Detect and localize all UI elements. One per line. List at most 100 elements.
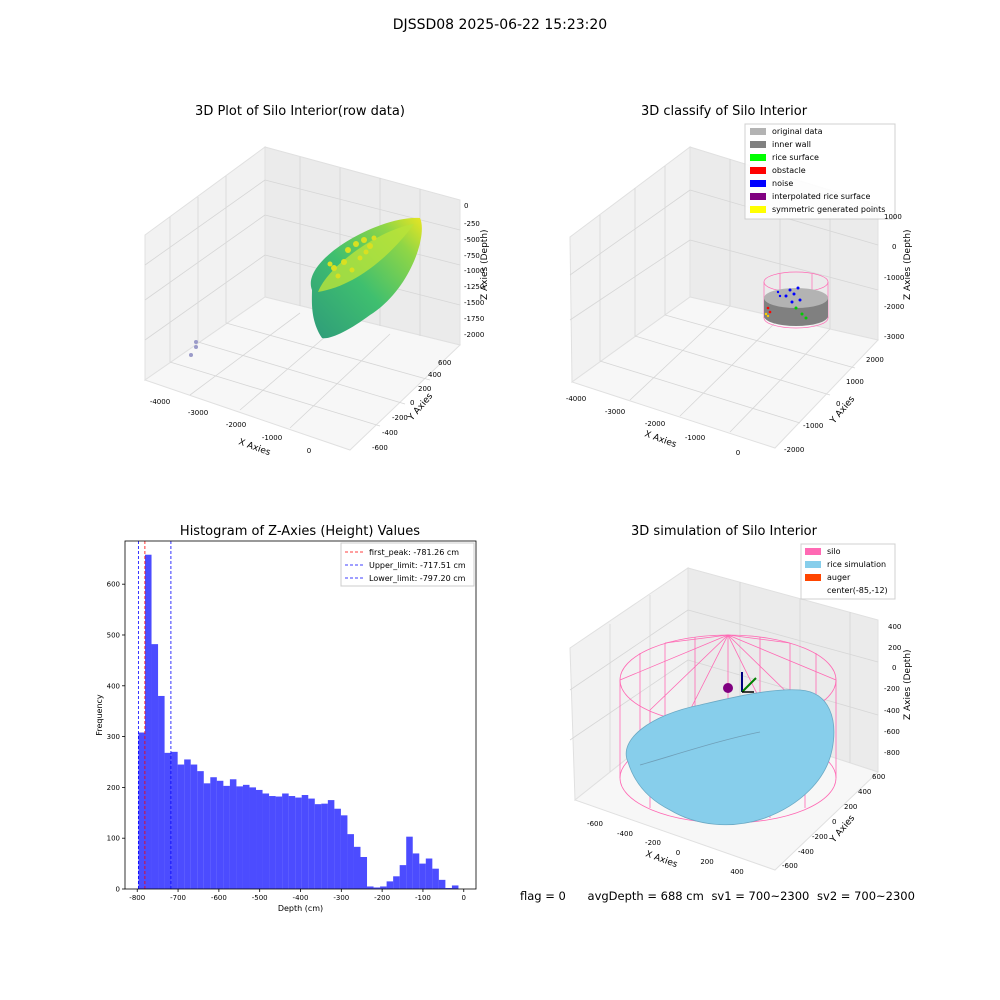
histogram-bars [138,554,459,889]
histogram-bar [177,764,185,889]
x-ticks: -4000 -3000 -2000 -1000 0 [566,395,740,457]
y-tick-label: 300 [107,733,120,741]
svg-text:-2000: -2000 [884,303,904,311]
histogram-bar [353,846,361,889]
legend-box [340,542,475,587]
classify-3d-plot: original data inner wall rice surface ob… [566,123,913,457]
legend-label: Lower_limit: -797.20 cm [369,574,466,583]
svg-text:0: 0 [832,818,836,826]
histogram-bar [334,808,341,889]
svg-text:1000: 1000 [884,213,902,221]
svg-text:original data: original data [772,127,823,136]
surface-points [310,217,422,339]
histogram-bar [223,785,230,889]
histogram-bar [269,796,276,889]
rice-surface-ridge [639,731,761,766]
y-tick-label: 500 [107,631,120,639]
svg-text:0: 0 [736,449,740,457]
svg-text:-2000: -2000 [645,420,665,428]
histogram-bar [210,777,217,889]
surface-inner [318,224,414,292]
histogram-bar [340,815,348,889]
rice-surface-points [794,306,808,320]
svg-text:-1250: -1250 [464,283,484,291]
svg-text:400: 400 [428,371,441,379]
histogram-bar [144,554,152,889]
svg-text:obstacle: obstacle [772,166,806,175]
y-tick-label: 0 [116,886,120,894]
y-tick-label: 600 [107,581,120,589]
svg-text:-3000: -3000 [188,409,208,417]
svg-text:400: 400 [730,868,743,876]
svg-text:-2000: -2000 [226,421,246,429]
svg-text:-1500: -1500 [464,299,484,307]
svg-text:noise: noise [772,179,793,188]
histogram-bar [432,868,439,889]
sv1-text: sv1 = 700~2300 [711,889,810,903]
scatter-points-top [327,235,377,279]
x-tick-label: 0 [462,894,466,902]
svg-text:inner wall: inner wall [772,140,811,149]
svg-text:symmetric generated points: symmetric generated points [772,205,885,214]
rice-simulation-surface [625,689,835,826]
svg-text:-200: -200 [884,685,900,693]
x-axis-label: X Axies [644,849,679,870]
x-ticks: -4000 -3000 -2000 -1000 0 [150,398,311,455]
simulation-plot-title: 3D simulation of Silo Interior [631,524,817,539]
histogram-bar [373,887,381,889]
y-ticks: 0 100 200 300 400 500 600 [107,581,125,894]
symmetric-points [764,312,770,318]
histogram-legend: first_peak: -781.26 cm Upper_limit: -717.… [340,542,475,587]
y-axis-label: Frequency [95,694,104,736]
z-axis-label: Z Axies (Depth) [480,229,490,300]
raw-3d-plot: -4000 -3000 -2000 -1000 0 X Axies -600 -… [143,146,490,458]
histogram-bar [216,780,224,889]
svg-text:-400: -400 [798,848,814,856]
classify-plot-title: 3D classify of Silo Interior [640,104,808,119]
z-ticks: 0 -250 -500 -750 -1000 -1250 -1500 -1750… [464,202,484,339]
raw-plot-title: 3D Plot of Silo Interior(row data) [195,104,405,119]
x-tick-label: -100 [415,894,431,902]
histogram-bar [184,759,191,889]
svg-text:-2000: -2000 [464,331,484,339]
histogram-bar [425,858,433,889]
svg-text:0: 0 [464,202,468,210]
x-tick-label: -700 [170,894,186,902]
y-tick-label: 200 [107,784,120,792]
x-tick-label: -300 [333,894,349,902]
svg-text:400: 400 [858,788,871,796]
legend-label: Upper_limit: -717.51 cm [369,561,466,570]
x-tick-label: -200 [374,894,390,902]
svg-text:2000: 2000 [866,356,884,364]
histogram-bar [275,796,283,889]
obstacle-points [766,306,772,314]
svg-text:-3000: -3000 [605,408,625,416]
simulation-3d-plot: silo rice simulation auger center(-85,-1… [569,543,913,876]
z-ticks: 1000 0 -1000 -2000 -3000 [884,213,904,341]
histogram-bar [451,885,459,889]
histogram-bar [301,795,309,889]
histogram-bar [282,793,289,889]
y-axis-label: Y Axies [406,391,435,423]
histogram-bar [321,803,328,889]
z-axis-label: Z Axies (Depth) [903,229,913,300]
svg-text:0: 0 [892,243,896,251]
svg-text:rice surface: rice surface [772,153,819,162]
histogram-bar [412,853,420,889]
auger-marker [723,683,733,693]
x-tick-label: -500 [252,894,268,902]
y-axis-label: Y Axies [828,394,857,426]
svg-text:-600: -600 [587,820,603,828]
svg-text:-1000: -1000 [884,274,904,282]
outlier-points [189,340,198,357]
svg-text:-800: -800 [884,749,900,757]
z-axis-label: Z Axies (Depth) [903,649,913,720]
histogram-bar [171,751,178,889]
svg-text:200: 200 [888,644,901,652]
histogram-bar [151,644,159,889]
z-ticks: 400 200 0 -200 -400 -600 -800 [884,623,901,757]
svg-text:-200: -200 [645,839,661,847]
histogram-bar [380,886,387,889]
simulation-legend: silo rice simulation auger center(-85,-1… [800,543,896,600]
svg-text:0: 0 [307,447,311,455]
